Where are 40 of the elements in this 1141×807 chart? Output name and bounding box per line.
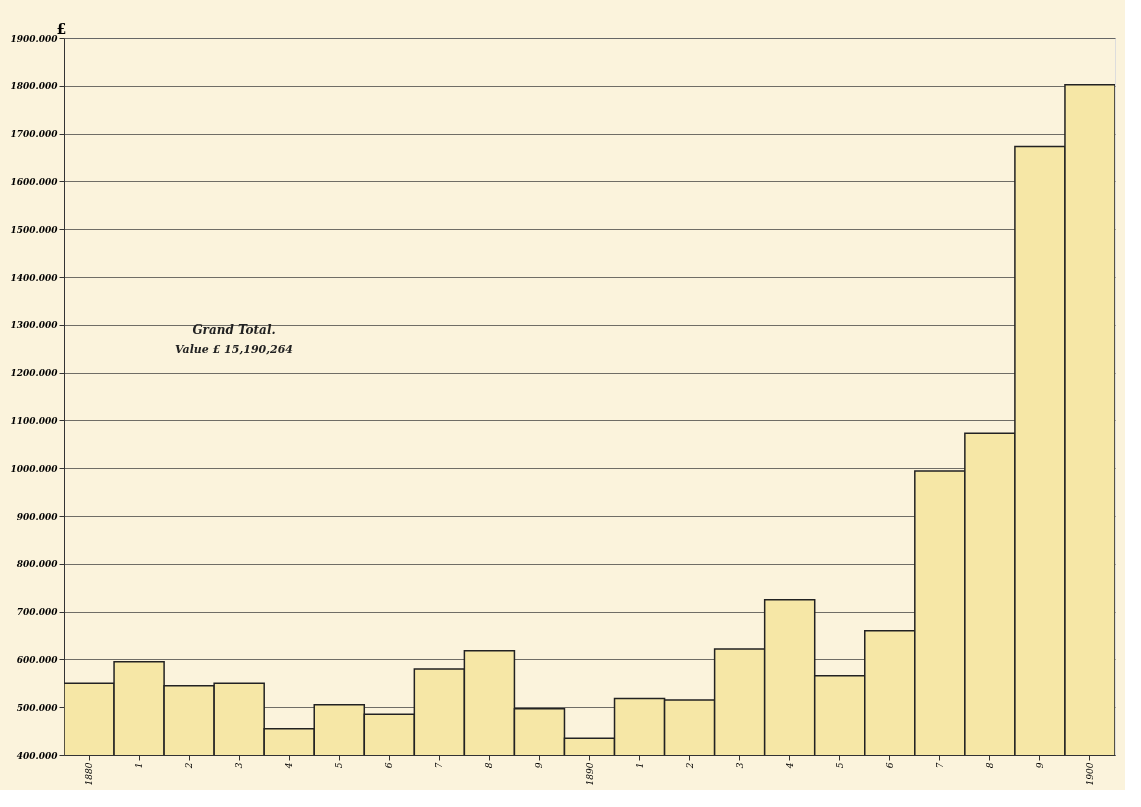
x-tick-label: 1890 — [584, 762, 595, 786]
y-tick-label: 900.000 — [16, 511, 59, 522]
y-tick-label: 1600.000 — [10, 176, 59, 187]
y-tick-label: 400.000 — [16, 750, 59, 761]
x-tick-label: 5 — [834, 762, 845, 769]
x-tick-label: 8 — [984, 762, 995, 769]
x-tick-label: 3 — [234, 762, 245, 769]
y-tick-label: 1300.000 — [10, 320, 59, 331]
y-tick-label: 800.000 — [16, 559, 59, 570]
x-tick-label: 6 — [884, 762, 895, 769]
x-tick-label: 1 — [134, 762, 145, 769]
x-tick-label: 2 — [684, 762, 695, 770]
y-tick-label: 600.000 — [16, 654, 59, 665]
y-tick-label: 500.000 — [16, 702, 59, 713]
x-tick-label: 1900 — [1084, 762, 1095, 786]
y-tick-label: 1800.000 — [10, 81, 59, 92]
x-tick-label: 4 — [284, 762, 295, 770]
y-tick-label: 1700.000 — [10, 129, 59, 140]
annotation: Grand Total. — [192, 323, 276, 337]
x-tick-label: 8 — [484, 762, 495, 769]
y-tick-label: 1200.000 — [10, 368, 59, 379]
x-tick-label: 5 — [334, 762, 345, 769]
annotation: Value £ 15,190,264 — [174, 343, 294, 356]
x-tick-label: 1 — [634, 762, 645, 769]
x-tick-label: 6 — [384, 762, 395, 769]
y-tick-label: 1000.000 — [10, 463, 59, 474]
y-axis-title: £ — [56, 20, 67, 37]
x-tick-label: 3 — [734, 762, 745, 769]
x-tick-label: 1880 — [84, 762, 95, 786]
y-tick-label: 700.000 — [16, 607, 59, 618]
y-tick-label: 1500.000 — [10, 224, 59, 235]
y-tick-label: 1400.000 — [10, 272, 59, 283]
y-tick-label: 1900.000 — [10, 33, 59, 44]
y-tick-label: 1100.000 — [10, 415, 59, 426]
x-tick-label: 4 — [784, 762, 795, 770]
x-tick-label: 7 — [934, 762, 945, 769]
x-tick-label: 7 — [434, 762, 445, 769]
x-tick-label: 9 — [1034, 762, 1045, 769]
x-tick-label: 9 — [534, 762, 545, 769]
x-tick-label: 2 — [184, 762, 195, 770]
